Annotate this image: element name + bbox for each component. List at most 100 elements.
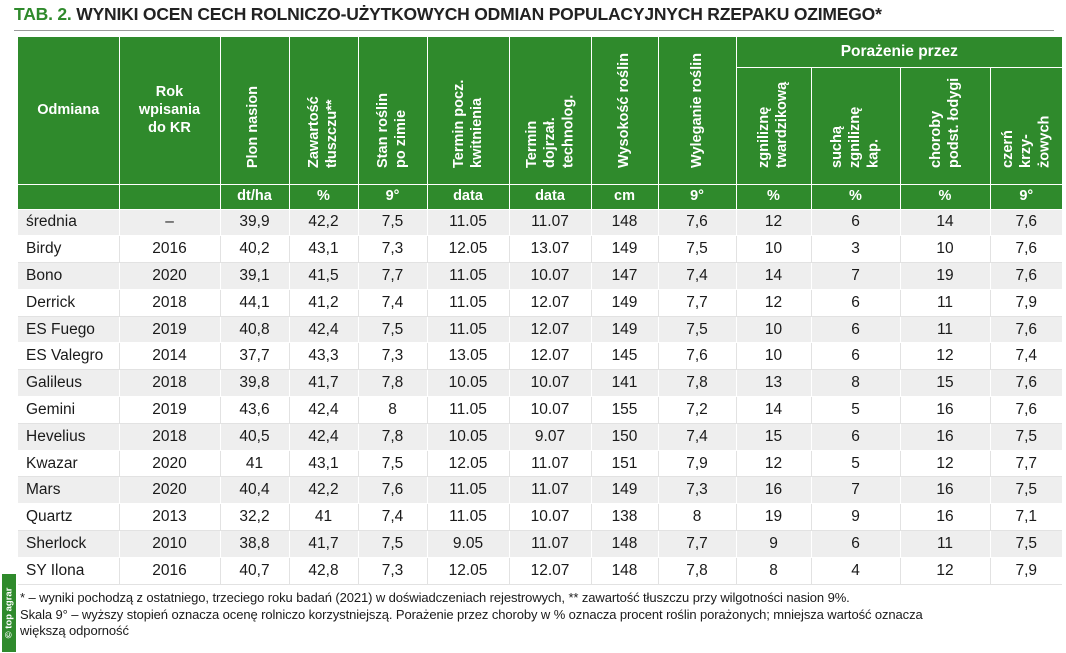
cell-value: 7,8	[658, 369, 737, 398]
cell-odmiana: SY Ilona	[18, 557, 120, 585]
cell-value: 10.05	[427, 423, 510, 451]
cell-value: 149	[591, 235, 659, 264]
unit-kwitnienie: data	[427, 184, 510, 210]
cell-value: 11.05	[427, 476, 510, 505]
cell-value: 16	[900, 503, 991, 532]
cell-value: 7,7	[658, 530, 737, 558]
table-row: Kwazar 2020 41 43,1 7,5 12.05 11.07 151 7,9 12 5 12…	[18, 450, 1063, 478]
cell-value: 12.07	[509, 557, 592, 585]
cell-value: 6	[811, 530, 901, 558]
header-row-labels: zgniliznę twardzikową suchą zgniliznę ka…	[18, 67, 1063, 185]
header-rok-label: Rok wpisania do KR	[138, 84, 201, 137]
cell-value: 8	[358, 396, 428, 424]
cell-value: 40,2	[220, 235, 290, 264]
cell-value: 15	[900, 369, 991, 398]
cell-value: 43,6	[220, 396, 290, 424]
cell-value: 7,5	[358, 450, 428, 478]
results-table-wrapper: Odmiana Rok wpisania do KR Plon nasion Z…	[18, 37, 1063, 585]
unit-zgnilizna-tw: %	[736, 184, 812, 210]
cell-rok: 2020	[119, 450, 221, 478]
cell-value: 7,5	[658, 316, 737, 344]
cell-value: 7,7	[358, 262, 428, 290]
cell-value: 10.07	[509, 503, 592, 532]
unit-rok	[119, 184, 221, 210]
cell-value: 9.07	[509, 423, 592, 451]
cell-value: 42,2	[289, 476, 359, 505]
header-col-tluszcz: Zawartość tłuszczu**	[289, 37, 359, 185]
cell-value: 7,5	[358, 530, 428, 558]
cell-value: 155	[591, 396, 659, 424]
header-col-sucha-zgn-label: suchą zgniliznę kap.	[829, 107, 882, 169]
footnote-line: większą odporność	[20, 623, 129, 639]
cell-value: 7,5	[358, 209, 428, 237]
cell-value: 4	[811, 557, 901, 585]
cell-value: 7,6	[990, 369, 1063, 398]
header-odmiana: Odmiana	[18, 37, 120, 185]
cell-rok: 2018	[119, 423, 221, 451]
cell-value: 7,5	[358, 316, 428, 344]
cell-value: 10	[900, 235, 991, 264]
header-col-choroby-label: choroby podst. łodygi	[927, 78, 962, 169]
cell-value: 13.05	[427, 342, 510, 371]
cell-value: 149	[591, 289, 659, 317]
cell-value: 41,7	[289, 530, 359, 558]
cell-value: 41,5	[289, 262, 359, 290]
table-row: Quartz 2013 32,2 41 7,4 11.05 10.07 138 8 19 9 16 7,…	[18, 503, 1063, 532]
cell-rok: 2014	[119, 342, 221, 371]
header-col-czern: czerń krzy-żowych	[990, 67, 1063, 185]
header-col-plon: Plon nasion	[220, 37, 290, 185]
cell-value: 37,7	[220, 342, 290, 371]
header-col-dojrzalosc-label: Termin dojrzał. technolog.	[523, 95, 577, 169]
header-col-stan-label: Stan roślin po zimie	[375, 93, 410, 169]
cell-value: 6	[811, 209, 901, 237]
unit-sucha-zgn: %	[811, 184, 901, 210]
cell-value: 14	[736, 262, 812, 290]
cell-value: 145	[591, 342, 659, 371]
cell-value: 149	[591, 476, 659, 505]
cell-value: 10	[736, 235, 812, 264]
cell-value: 7,4	[658, 423, 737, 451]
table-row: Mars 2020 40,4 42,2 7,6 11.05 11.07 149 7,3 16 7 16…	[18, 476, 1063, 505]
cell-value: 148	[591, 557, 659, 585]
cell-value: 14	[900, 209, 991, 237]
cell-value: 32,2	[220, 503, 290, 532]
cell-value: 8	[811, 369, 901, 398]
cell-value: 41	[220, 450, 290, 478]
cell-rok: 2016	[119, 557, 221, 585]
header-row-group: Odmiana Rok wpisania do KR Plon nasion Z…	[18, 37, 1063, 185]
table-title: TAB. 2. WYNIKI OCEN CECH ROLNICZO-UŻYTKO…	[14, 4, 882, 26]
cell-value: 11.05	[427, 209, 510, 237]
cell-value: 42,2	[289, 209, 359, 237]
cell-value: 149	[591, 316, 659, 344]
cell-value: 12	[736, 450, 812, 478]
table-row: ES Valegro 2014 37,7 43,3 7,3 13.05 12.07 145 7,…	[18, 342, 1063, 371]
cell-odmiana: Kwazar	[18, 450, 120, 478]
cell-odmiana: średnia	[18, 209, 120, 237]
cell-value: 10.07	[509, 369, 592, 398]
cell-value: 14	[736, 396, 812, 424]
cell-rok: 2016	[119, 235, 221, 264]
footnotes: * – wyniki pochodzą z ostatniego, trzeci…	[20, 590, 1060, 640]
cell-value: 16	[736, 476, 812, 505]
cell-value: 148	[591, 209, 659, 237]
cell-value: 39,1	[220, 262, 290, 290]
cell-rok: 2019	[119, 396, 221, 424]
header-porazenie-group: Porażenie przez	[736, 37, 1063, 68]
cell-value: 12.07	[509, 342, 592, 371]
cell-value: 3	[811, 235, 901, 264]
cell-value: 7,9	[990, 289, 1063, 317]
cell-value: 7,6	[358, 476, 428, 505]
cell-value: 7,6	[990, 262, 1063, 290]
cell-value: 39,9	[220, 209, 290, 237]
table-row: Derrick 2018 44,1 41,2 7,4 11.05 12.07 149 7,7 12…	[18, 289, 1063, 317]
cell-value: 16	[900, 476, 991, 505]
table-row: Sherlock 2010 38,8 41,7 7,5 9.05 11.07 148 7,7 9 6…	[18, 530, 1063, 558]
cell-value: 11.07	[509, 450, 592, 478]
cell-value: 7,6	[990, 209, 1063, 237]
cell-rok: 2020	[119, 262, 221, 290]
cell-value: 8	[658, 503, 737, 532]
unit-wysokosc: cm	[591, 184, 659, 210]
cell-value: 141	[591, 369, 659, 398]
header-row-units: dt/ha % 9° data data cm 9° % % % 9°	[18, 184, 1063, 210]
cell-rok: 2013	[119, 503, 221, 532]
